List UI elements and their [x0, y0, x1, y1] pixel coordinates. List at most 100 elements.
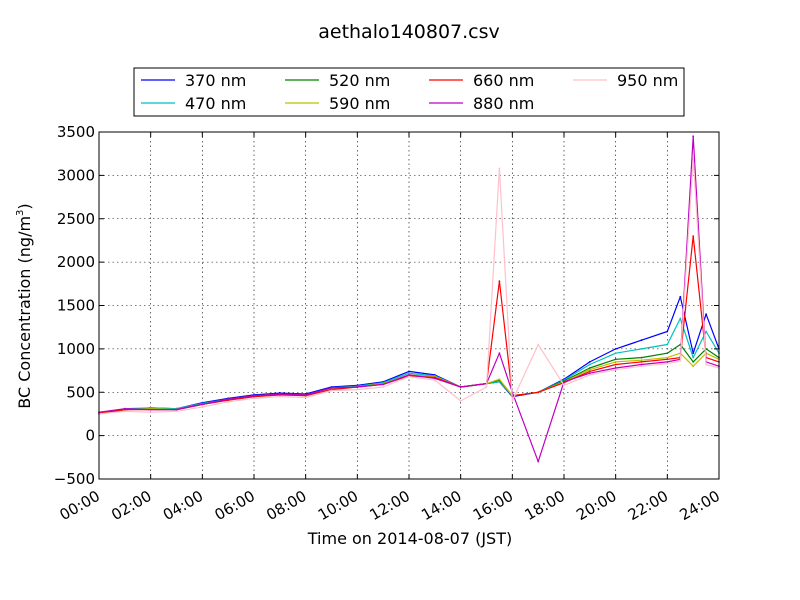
data-point: [485, 386, 488, 388]
data-point: [408, 374, 410, 376]
legend-item: 470 nm: [141, 94, 246, 113]
series-880-nm: [98, 135, 720, 463]
data-point: [588, 361, 591, 363]
y-tick-label: 1500: [57, 297, 95, 315]
data-point: [614, 363, 617, 366]
grid-lines: [99, 132, 719, 479]
data-point: [614, 348, 617, 350]
data-point: [123, 407, 126, 410]
data-point: [382, 386, 385, 388]
legend-label: 470 nm: [185, 94, 246, 113]
legend-label: 590 nm: [329, 94, 390, 113]
data-point: [588, 368, 591, 371]
data-point: [692, 352, 695, 355]
data-point: [614, 368, 617, 371]
data-point: [201, 406, 204, 408]
data-point: [498, 378, 501, 381]
x-axis-label: Time on 2014-08-07 (JST): [307, 529, 512, 548]
data-point: [433, 377, 436, 380]
y-tick-label: 2000: [57, 253, 95, 271]
data-point: [253, 394, 255, 397]
data-point: [640, 365, 643, 368]
legend-items: 370 nm 470 nm 520 nm 590 nm 660 nm 880 nm 950 …: [141, 71, 678, 113]
data-point: [679, 317, 682, 320]
data-point: [408, 372, 410, 375]
data-point: [459, 400, 462, 402]
data-point: [563, 384, 565, 387]
data-point: [408, 370, 410, 373]
legend-label: 660 nm: [473, 71, 534, 90]
data-point: [588, 370, 591, 373]
data-point: [149, 411, 152, 414]
legend-item: 370 nm: [141, 71, 246, 90]
data-point: [692, 356, 695, 359]
legend-label: 520 nm: [329, 71, 390, 90]
data-point: [459, 386, 462, 388]
data-point: [692, 235, 695, 238]
y-tick-label: 3000: [57, 166, 95, 184]
data-point: [304, 394, 307, 396]
data-point: [588, 372, 591, 375]
data-point: [640, 356, 643, 359]
data-point: [278, 393, 281, 395]
data-point: [382, 383, 385, 386]
data-point: [705, 313, 707, 316]
data-point: [679, 360, 682, 362]
data-point: [253, 397, 255, 400]
data-point: [692, 361, 695, 363]
legend: 370 nm 470 nm 520 nm 590 nm 660 nm 880 nm 950 …: [133, 67, 685, 117]
data-point: [614, 361, 617, 363]
data-point: [408, 375, 410, 378]
data-point: [640, 348, 643, 350]
y-axis-label-superscript: 3: [15, 210, 26, 216]
data-point: [692, 135, 695, 138]
data-point: [498, 167, 501, 170]
legend-item: 520 nm: [285, 71, 390, 90]
data-point: [330, 389, 333, 392]
plot-series: [98, 135, 720, 463]
data-point: [278, 395, 281, 398]
data-point: [705, 330, 707, 333]
data-point: [588, 367, 591, 369]
legend-label: 370 nm: [185, 71, 246, 90]
data-point: [705, 363, 707, 366]
data-point: [149, 408, 152, 411]
data-point: [679, 295, 682, 298]
data-point: [666, 356, 669, 359]
data-point: [433, 379, 436, 381]
y-tick-label: 1000: [57, 340, 95, 358]
data-point: [537, 460, 540, 463]
data-point: [666, 362, 669, 365]
data-point: [498, 352, 501, 355]
y-tick-label: 500: [66, 383, 95, 401]
legend-item: 660 nm: [429, 71, 534, 90]
chart-title: aethalo140807.csv: [318, 21, 500, 43]
data-point: [356, 388, 359, 391]
data-point: [356, 386, 359, 388]
y-axis-label-end: ): [15, 203, 34, 209]
legend-item: 590 nm: [285, 94, 390, 113]
data-point: [640, 361, 643, 363]
data-point: [537, 391, 540, 394]
data-point: [666, 352, 669, 355]
data-point: [640, 359, 643, 362]
legend-item: 950 nm: [573, 71, 678, 90]
data-point: [666, 330, 669, 333]
data-point: [201, 403, 204, 406]
y-axis-label-main: BC Concentration (ng/m: [15, 216, 34, 409]
series-line: [98, 135, 720, 463]
series-line: [98, 157, 720, 415]
y-axis: −500 0 500 1000 1500 2000 2500 3000 3500: [54, 123, 719, 488]
legend-frame: [133, 67, 685, 117]
data-point: [227, 400, 230, 403]
data-point: [588, 374, 591, 376]
data-point: [175, 408, 178, 411]
series-950-nm: [98, 157, 720, 415]
y-axis-label: BC Concentration (ng/m3): [15, 203, 34, 408]
data-point: [692, 365, 695, 368]
data-point: [175, 410, 178, 413]
data-point: [614, 367, 617, 369]
data-point: [666, 343, 669, 346]
legend-item: 880 nm: [429, 94, 534, 113]
